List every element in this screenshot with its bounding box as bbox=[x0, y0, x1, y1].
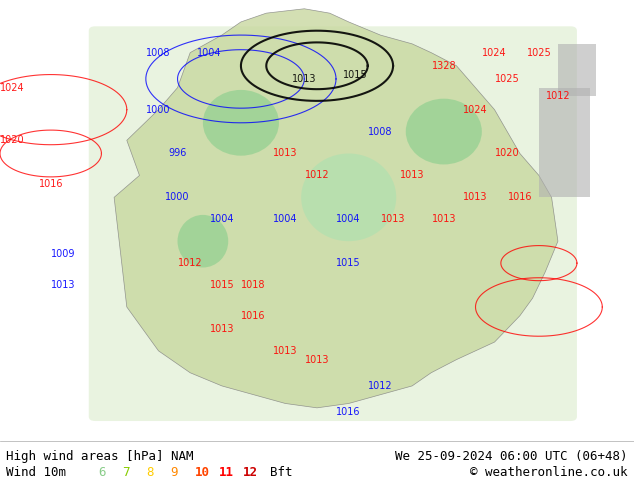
Text: 1024: 1024 bbox=[1, 83, 25, 93]
Text: 1012: 1012 bbox=[368, 381, 392, 391]
Text: 1013: 1013 bbox=[51, 280, 75, 290]
Text: 10: 10 bbox=[195, 466, 210, 479]
Text: 8: 8 bbox=[146, 466, 154, 479]
Text: 1025: 1025 bbox=[495, 74, 520, 84]
Text: 1013: 1013 bbox=[305, 355, 329, 365]
Text: 1013: 1013 bbox=[432, 214, 456, 224]
Text: 1013: 1013 bbox=[273, 346, 297, 356]
Text: 1016: 1016 bbox=[508, 193, 532, 202]
Text: 1000: 1000 bbox=[165, 193, 190, 202]
Text: 1004: 1004 bbox=[337, 214, 361, 224]
Text: 1015: 1015 bbox=[337, 258, 361, 268]
Text: 1000: 1000 bbox=[146, 105, 171, 115]
Ellipse shape bbox=[301, 153, 396, 241]
Text: Wind 10m: Wind 10m bbox=[6, 466, 67, 479]
Text: 1013: 1013 bbox=[273, 148, 297, 158]
Text: 6: 6 bbox=[98, 466, 106, 479]
Text: 1020: 1020 bbox=[1, 135, 25, 146]
Text: 1012: 1012 bbox=[546, 92, 570, 101]
Text: © weatheronline.co.uk: © weatheronline.co.uk bbox=[470, 466, 628, 479]
Text: 1004: 1004 bbox=[197, 48, 221, 58]
Text: 1328: 1328 bbox=[432, 61, 456, 71]
Text: 1016: 1016 bbox=[337, 407, 361, 417]
Text: 1024: 1024 bbox=[482, 48, 507, 58]
Text: 1013: 1013 bbox=[381, 214, 405, 224]
Text: 1013: 1013 bbox=[292, 74, 316, 84]
Text: 9: 9 bbox=[171, 466, 178, 479]
Bar bbox=[558, 44, 596, 97]
Text: 1024: 1024 bbox=[463, 105, 488, 115]
Text: 1015: 1015 bbox=[343, 70, 367, 79]
Text: 1016: 1016 bbox=[39, 179, 63, 189]
Text: High wind areas [hPa] NAM: High wind areas [hPa] NAM bbox=[6, 450, 194, 463]
Text: 1013: 1013 bbox=[400, 171, 424, 180]
Text: 1008: 1008 bbox=[368, 126, 392, 137]
Text: 1012: 1012 bbox=[305, 171, 329, 180]
Ellipse shape bbox=[203, 90, 279, 156]
Text: Bft: Bft bbox=[270, 466, 292, 479]
Text: 1013: 1013 bbox=[210, 324, 234, 334]
Ellipse shape bbox=[178, 215, 228, 268]
Text: 1013: 1013 bbox=[463, 193, 488, 202]
Text: 1004: 1004 bbox=[273, 214, 297, 224]
Text: 1012: 1012 bbox=[178, 258, 202, 268]
Text: We 25-09-2024 06:00 UTC (06+48): We 25-09-2024 06:00 UTC (06+48) bbox=[395, 450, 628, 463]
Text: 1018: 1018 bbox=[242, 280, 266, 290]
Text: 12: 12 bbox=[243, 466, 258, 479]
Text: 1020: 1020 bbox=[495, 148, 519, 158]
Polygon shape bbox=[114, 9, 558, 408]
Text: 1008: 1008 bbox=[146, 48, 171, 58]
Bar bbox=[539, 88, 590, 197]
Text: 1004: 1004 bbox=[210, 214, 234, 224]
Text: 1025: 1025 bbox=[526, 48, 552, 58]
Text: 1009: 1009 bbox=[51, 249, 75, 259]
Ellipse shape bbox=[406, 98, 482, 165]
Text: 996: 996 bbox=[169, 148, 186, 158]
Text: 1015: 1015 bbox=[210, 280, 234, 290]
Text: 1016: 1016 bbox=[242, 311, 266, 321]
FancyBboxPatch shape bbox=[89, 26, 577, 421]
Text: 11: 11 bbox=[219, 466, 234, 479]
Text: 7: 7 bbox=[122, 466, 130, 479]
